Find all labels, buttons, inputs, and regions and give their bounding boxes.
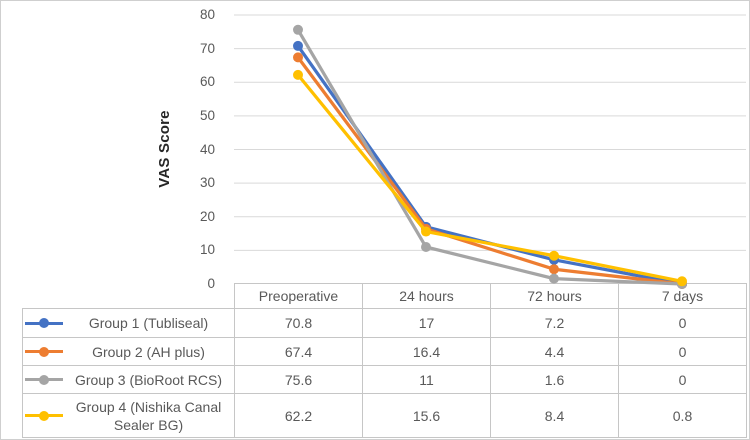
y-tick-label: 60	[199, 74, 215, 90]
table-header-row: Preoperative 24 hours 72 hours 7 days	[23, 283, 747, 309]
x-axis-category-header: Preoperative	[234, 283, 363, 309]
data-cell: 17	[362, 308, 491, 338]
legend-item: Group 4 (Nishika Canal Sealer BG)	[22, 393, 235, 438]
legend-key-icon	[25, 374, 63, 385]
y-tick-label: 80	[199, 7, 215, 22]
data-cell: 67.4	[234, 337, 363, 366]
series-line	[296, 44, 684, 286]
data-cell: 15.6	[362, 393, 491, 438]
table-row: Group 3 (BioRoot RCS) 75.6 11 1.6 0	[22, 365, 747, 394]
data-cell: 8.4	[490, 393, 619, 438]
series-line	[296, 73, 684, 283]
table-row: Group 2 (AH plus) 67.4 16.4 4.4 0	[22, 337, 747, 366]
series-name: Group 3 (BioRoot RCS)	[74, 371, 223, 388]
y-tick-label: 70	[199, 40, 215, 56]
series-line	[296, 55, 684, 286]
data-cell: 0	[618, 365, 747, 394]
table-corner-spacer	[23, 284, 235, 309]
x-axis-category-header: 7 days	[618, 283, 747, 309]
data-point-marker	[549, 264, 559, 275]
data-cell: 75.6	[234, 365, 363, 394]
series-name: Group 1 (Tubliseal)	[88, 315, 209, 331]
legend-key-icon	[25, 318, 63, 328]
data-point-marker	[421, 226, 431, 237]
y-tick-label: 40	[199, 141, 215, 157]
data-cell: 11	[362, 365, 491, 394]
line-chart-plot	[234, 14, 746, 289]
data-cell: 0.8	[618, 393, 747, 438]
y-tick-label: 50	[199, 107, 215, 123]
data-point-marker	[421, 223, 431, 234]
data-cell: 62.2	[234, 393, 363, 438]
legend-item: Group 1 (Tubliseal)	[22, 308, 235, 338]
data-point-marker	[549, 250, 559, 261]
data-point-marker	[421, 242, 431, 253]
data-cell: 0	[618, 308, 747, 338]
y-tick-label: 20	[199, 208, 215, 224]
data-point-marker	[293, 24, 303, 35]
y-tick-label: 10	[199, 242, 215, 258]
legend-key-icon	[25, 346, 63, 357]
data-cell: 16.4	[362, 337, 491, 366]
legend-item: Group 2 (AH plus)	[22, 337, 235, 366]
chart-data-table: Preoperative 24 hours 72 hours 7 days Group …	[22, 283, 747, 438]
table-row: Group 1 (Tubliseal) 70.8 17 7.2 0	[22, 308, 747, 338]
data-cell: 7.2	[490, 308, 619, 338]
data-cell: 1.6	[490, 365, 619, 394]
data-point-marker	[421, 221, 431, 232]
data-cell: 4.4	[490, 337, 619, 366]
series-name: Group 2 (AH plus)	[92, 343, 205, 360]
data-cell: 0	[618, 337, 747, 366]
x-axis-category-header: 24 hours	[362, 283, 491, 309]
legend-key-icon	[25, 410, 63, 421]
data-point-marker	[293, 52, 303, 63]
y-tick-label: 30	[199, 175, 215, 191]
y-tick-label: 0	[207, 276, 215, 291]
data-point-marker	[293, 40, 303, 51]
series-name: Group 4 (Nishika Canal Sealer BG)	[75, 398, 222, 433]
x-axis-category-header: 72 hours	[490, 283, 619, 309]
legend-item: Group 3 (BioRoot RCS)	[22, 365, 235, 394]
data-cell: 70.8	[234, 308, 363, 338]
series-line	[296, 28, 684, 286]
table-row: Group 4 (Nishika Canal Sealer BG) 62.2 15.…	[22, 393, 747, 438]
data-point-marker	[293, 69, 303, 80]
data-point-marker	[549, 254, 559, 265]
